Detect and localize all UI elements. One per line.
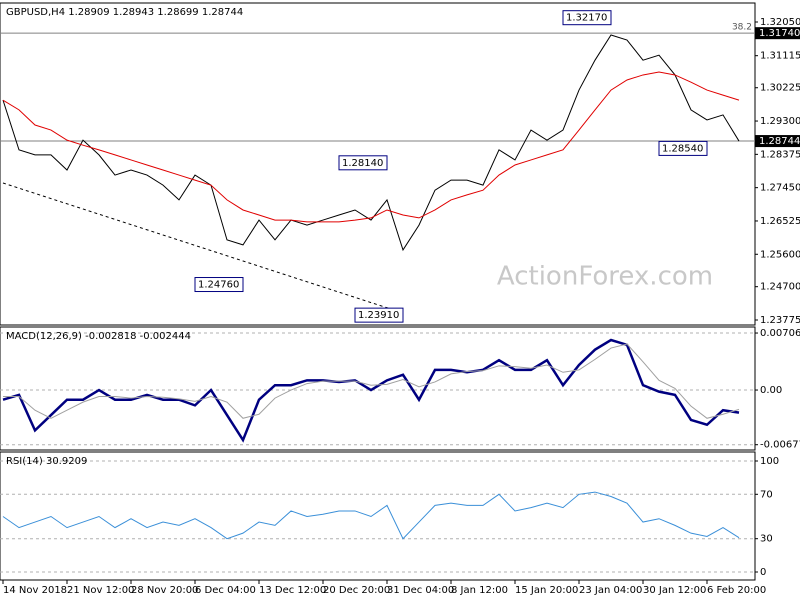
x-tick-label: 8 Jan 12:00 bbox=[451, 585, 508, 596]
annotation-box bbox=[354, 307, 404, 323]
series-line bbox=[2, 491, 740, 540]
y-tick-label: 1.23775 bbox=[760, 315, 800, 326]
price-tag bbox=[755, 135, 800, 148]
annotation-box bbox=[562, 10, 612, 26]
y-tick-label: 1.32050 bbox=[760, 17, 800, 28]
x-tick-label: 20 Dec 20:00 bbox=[323, 585, 390, 596]
y-tick-label: 1.28375 bbox=[760, 149, 800, 160]
x-tick-label: 14 Nov 2018 bbox=[3, 585, 67, 596]
y-tick-label: 0.007063 bbox=[760, 328, 800, 339]
x-tick-label: 31 Dec 04:00 bbox=[387, 585, 454, 596]
annotation-box bbox=[658, 140, 708, 156]
x-tick-label: 13 Dec 12:00 bbox=[259, 585, 326, 596]
panel-frame bbox=[0, 326, 756, 451]
y-tick-label: 1.24700 bbox=[760, 282, 800, 293]
annotation-label: 1.23910 bbox=[358, 310, 399, 321]
annotation-label: 1.32170 bbox=[566, 13, 607, 24]
y-tick-label: 0.00 bbox=[760, 385, 782, 396]
panel-title: RSI(14) 30.9209 bbox=[6, 456, 87, 467]
panel-title: MACD(12,26,9) -0.002818 -0.002444 bbox=[6, 331, 191, 342]
y-tick-label: 30 bbox=[760, 534, 773, 545]
price-tag-label: 1.28744 bbox=[759, 136, 800, 147]
x-tick-label: 15 Jan 20:00 bbox=[515, 585, 578, 596]
x-tick-label: 6 Feb 20:00 bbox=[707, 585, 766, 596]
x-tick-label: 6 Dec 04:00 bbox=[195, 585, 256, 596]
y-tick-label: 1.30225 bbox=[760, 83, 800, 94]
watermark: ActionForex.com bbox=[497, 262, 713, 292]
annotation-label: 1.28140 bbox=[342, 158, 383, 169]
y-tick-label: 70 bbox=[760, 489, 773, 500]
price-tag-label: 1.31740 bbox=[759, 28, 800, 39]
series-line bbox=[2, 338, 740, 443]
series-line bbox=[3, 343, 740, 419]
y-tick-label: 1.27450 bbox=[760, 183, 800, 194]
price-tag bbox=[755, 27, 800, 40]
series-line bbox=[2, 34, 740, 252]
y-tick-label: 1.26525 bbox=[760, 216, 800, 227]
y-tick-label: 1.29300 bbox=[760, 116, 800, 127]
annotation-box bbox=[338, 155, 388, 171]
annotation-label: 1.24760 bbox=[198, 280, 239, 291]
x-tick-label: 21 Nov 12:00 bbox=[67, 585, 134, 596]
y-tick-label: 100 bbox=[760, 456, 779, 467]
annotation-box bbox=[194, 277, 244, 293]
y-tick-label: 1.31115 bbox=[760, 51, 800, 62]
y-tick-label: -0.006774 bbox=[760, 440, 800, 451]
series-line bbox=[2, 71, 740, 223]
x-tick-label: 30 Jan 12:00 bbox=[643, 585, 706, 596]
x-tick-label: 28 Nov 20:00 bbox=[131, 585, 198, 596]
annotation-label: 1.28540 bbox=[662, 143, 703, 154]
y-tick-label: 0 bbox=[760, 567, 766, 578]
level-name: 38.2 bbox=[732, 23, 752, 33]
panel-title: GBPUSD,H4 1.28909 1.28943 1.28699 1.2874… bbox=[6, 7, 243, 18]
panel-frame bbox=[0, 2, 756, 326]
panel-frame bbox=[0, 451, 756, 581]
x-tick-label: 23 Jan 04:00 bbox=[579, 585, 642, 596]
y-tick-label: 1.25600 bbox=[760, 249, 800, 260]
